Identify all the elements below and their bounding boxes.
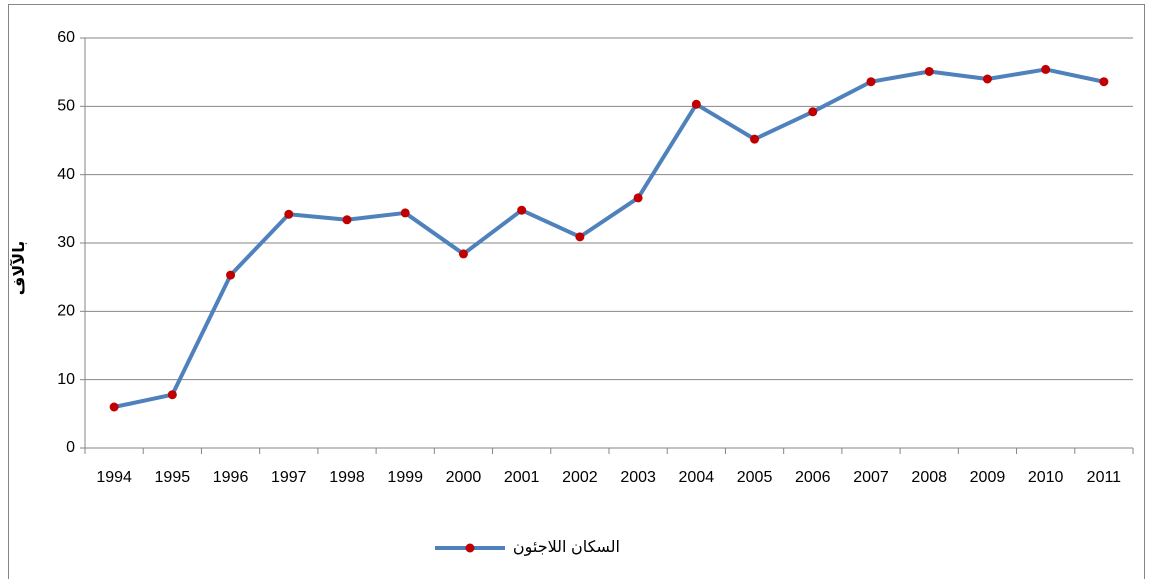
data-point [982,74,992,84]
y-tick-label: 20 [57,303,75,320]
x-tick-label: 1997 [271,469,307,486]
y-axis-label: بالآلاف [9,241,28,295]
legend-label: السكان اللاجئون [513,539,620,557]
series-line [113,67,1105,409]
x-tick-label: 2002 [562,469,598,486]
x-tick-label: 2010 [1028,469,1064,486]
y-tick-label: 60 [57,29,75,46]
y-tick-label: 40 [57,166,75,183]
data-point [808,107,818,117]
data-point [517,205,527,215]
x-tick-label: 2005 [737,469,773,486]
data-point [691,99,701,109]
x-tick-label: 2006 [795,469,831,486]
data-point [1099,77,1109,87]
data-point [400,208,410,218]
x-tick-label: 1999 [387,469,423,486]
y-tick-label: 10 [57,371,75,388]
x-tick-label: 1994 [96,469,132,486]
y-tick-label: 0 [66,439,75,456]
y-tick-label: 30 [57,234,75,251]
data-point [633,193,643,203]
chart-frame [8,4,1145,579]
y-tick-label: 50 [57,98,75,115]
x-tick-label: 1998 [329,469,365,486]
x-tick-label: 2004 [679,469,715,486]
x-tick-label: 2009 [970,469,1006,486]
data-point [750,134,760,144]
x-tick-label: 2011 [1087,469,1122,486]
data-point [109,402,119,412]
data-point [167,390,177,400]
x-tick-label: 2000 [446,469,482,486]
x-tick-label: 1996 [213,469,249,486]
data-point [575,232,585,242]
data-point [1041,64,1051,74]
legend-marker [465,543,475,553]
x-tick-label: 2007 [853,469,889,486]
data-point [284,209,294,219]
x-tick-label: 2003 [620,469,656,486]
x-tick-label: 2001 [504,469,540,486]
data-point [924,66,934,76]
data-point [342,215,352,225]
data-point [458,249,468,259]
data-point [226,270,236,280]
data-point [866,77,876,87]
x-tick-label: 1995 [155,469,191,486]
x-tick-label: 2008 [911,469,947,486]
